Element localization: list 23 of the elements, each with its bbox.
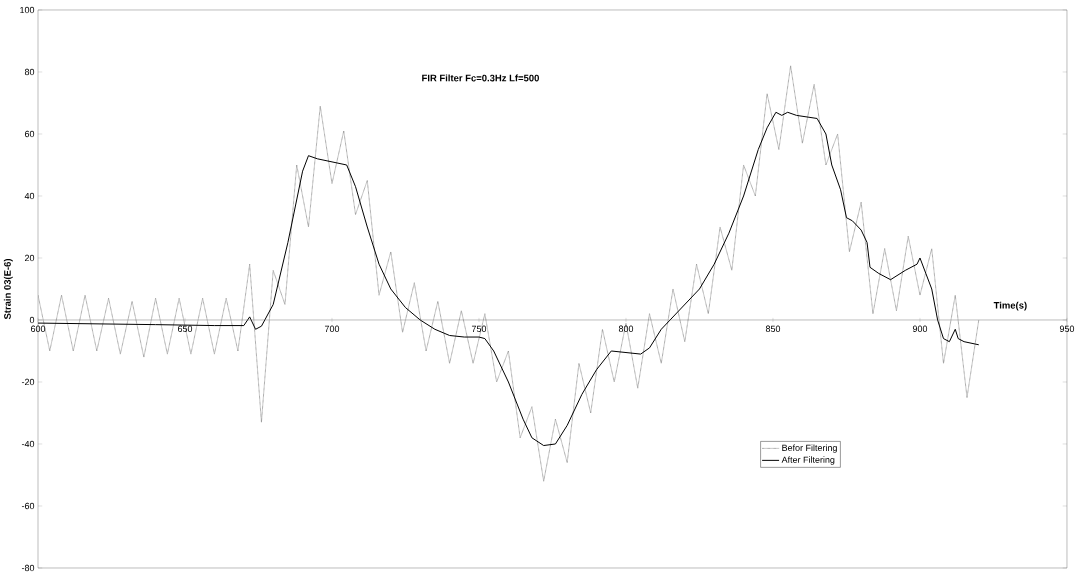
x-tick-label: 850	[765, 325, 781, 332]
x-tick-label: 600	[30, 325, 46, 332]
y-tick-label: -20	[21, 378, 35, 386]
y-tick-label: 80	[24, 68, 35, 76]
y-tick-label: -60	[21, 502, 35, 510]
x-tick-label: 900	[912, 325, 928, 332]
x-tick-label: 750	[471, 325, 487, 332]
y-tick-label: 40	[24, 192, 35, 200]
y-tick-label: 20	[24, 254, 35, 262]
x-axis-title: Time(s)	[993, 301, 1027, 311]
y-tick-label: -80	[21, 564, 35, 572]
legend-label: Befor Filtering	[782, 444, 837, 453]
legend-label: After Filtering	[781, 456, 835, 465]
x-tick-label: 700	[324, 325, 340, 332]
text: FIR Filter Fc=0.3Hz Lf=500	[422, 74, 539, 82]
y-tick-label: -40	[21, 440, 35, 448]
x-tick-label: 950	[1059, 325, 1075, 332]
y-tick-label: 60	[24, 130, 35, 138]
x-tick-label: 650	[177, 325, 193, 332]
y-axis-title: Strain 03(E-6)	[3, 258, 13, 320]
y-tick-label: 100	[20, 6, 35, 14]
x-tick-label: 800	[618, 325, 634, 332]
y-tick-label: 0	[29, 316, 35, 324]
